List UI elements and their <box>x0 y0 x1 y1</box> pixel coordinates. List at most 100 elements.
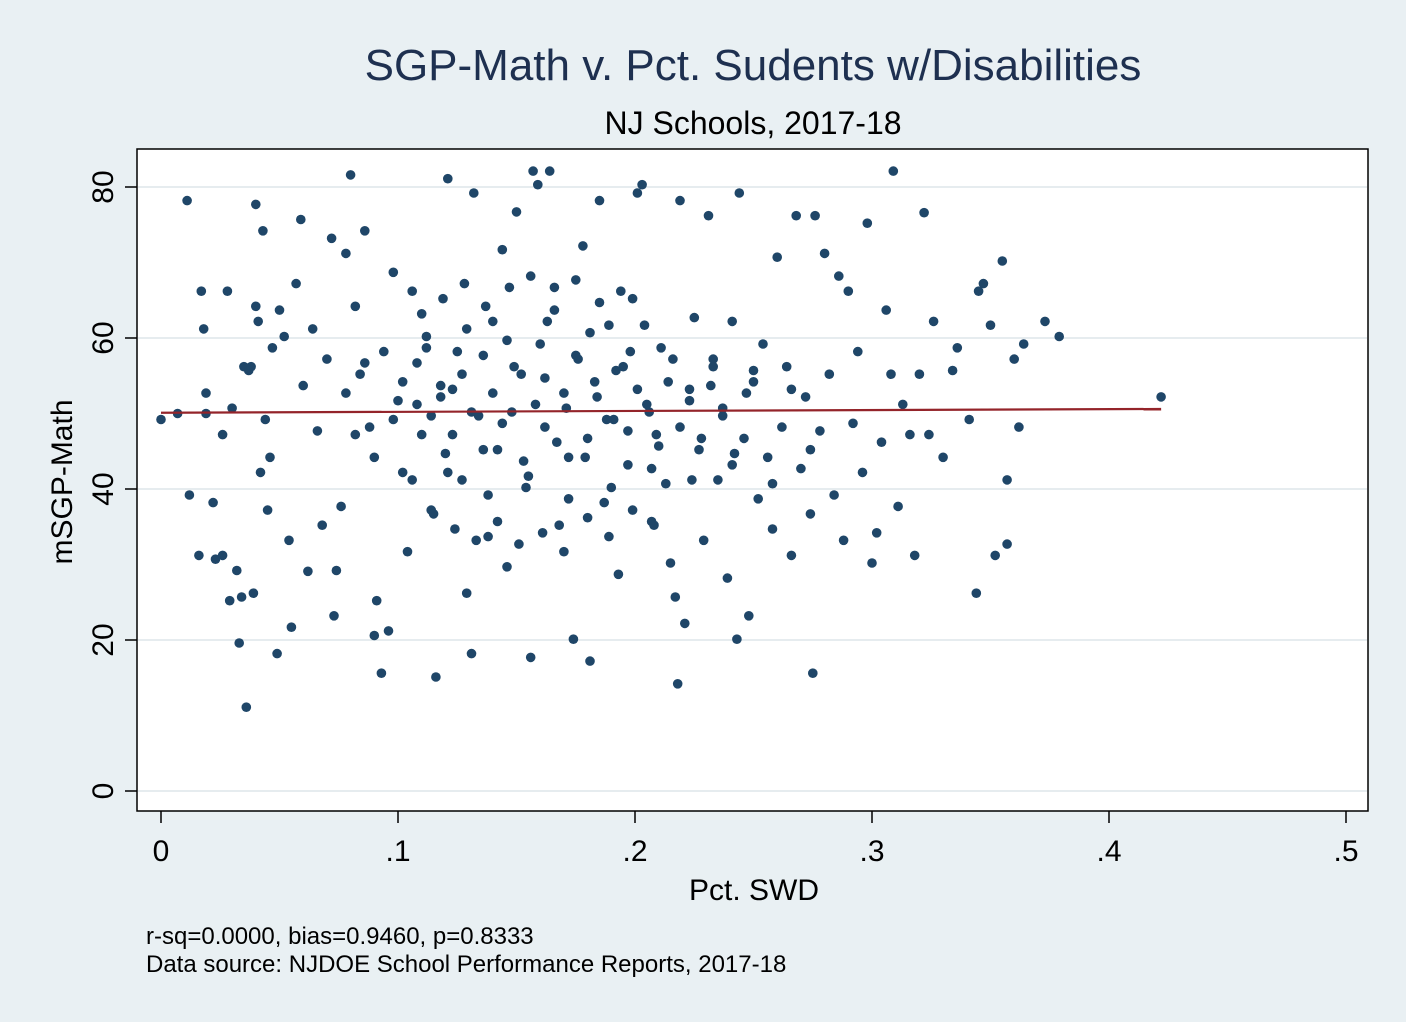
data-point <box>450 524 460 534</box>
data-point <box>741 388 752 398</box>
data-point <box>568 634 579 644</box>
data-point <box>483 490 493 500</box>
data-point <box>867 558 877 568</box>
data-point <box>729 448 740 459</box>
data-point <box>805 444 816 455</box>
data-point <box>262 505 273 515</box>
data-point <box>781 361 792 372</box>
data-point <box>608 414 619 425</box>
data-point <box>670 592 681 602</box>
data-point <box>919 207 929 218</box>
data-point <box>284 535 294 546</box>
data-point <box>274 305 285 315</box>
data-point <box>689 312 700 323</box>
data-point <box>198 324 209 334</box>
data-point <box>675 195 685 206</box>
data-point <box>443 467 453 478</box>
data-point <box>649 520 659 530</box>
data-point <box>843 286 854 297</box>
data-point <box>248 588 259 598</box>
data-point <box>727 460 737 470</box>
data-point <box>234 638 244 648</box>
data-point <box>253 316 263 327</box>
data-point <box>739 433 749 444</box>
data-point <box>786 384 797 395</box>
data-point <box>224 595 235 606</box>
data-point <box>350 301 361 312</box>
data-point <box>985 320 996 331</box>
data-point <box>540 422 550 432</box>
data-point <box>563 452 574 463</box>
data-point <box>504 282 515 293</box>
data-point <box>379 346 389 357</box>
data-point <box>698 535 709 546</box>
data-point <box>616 286 626 297</box>
data-point <box>748 377 759 387</box>
data-point <box>582 512 593 523</box>
data-point <box>291 278 301 289</box>
data-point <box>672 679 683 689</box>
data-point <box>767 478 778 489</box>
data-point <box>246 361 256 372</box>
data-point <box>307 324 318 334</box>
data-point <box>452 346 463 357</box>
data-point <box>639 320 650 331</box>
data-point <box>537 528 548 538</box>
data-point <box>592 392 602 402</box>
data-point <box>336 501 346 512</box>
data-point <box>665 558 676 568</box>
data-point <box>260 414 271 425</box>
data-point <box>594 297 605 308</box>
data-point <box>580 452 590 463</box>
data-point <box>585 327 595 338</box>
data-point <box>426 411 437 421</box>
data-point <box>675 422 685 432</box>
data-point <box>184 490 195 500</box>
x-tick-label: .5 <box>1333 835 1358 868</box>
data-point <box>924 429 934 440</box>
data-point <box>973 286 984 297</box>
x-tick-label: 0 <box>153 835 170 868</box>
data-point <box>637 179 647 190</box>
data-point <box>762 452 773 463</box>
chart-subtitle: NJ Schools, 2017-18 <box>604 105 901 141</box>
data-point <box>1054 331 1064 342</box>
data-point <box>824 369 835 380</box>
data-point <box>469 188 479 198</box>
data-point <box>523 471 534 482</box>
data-point <box>680 618 690 629</box>
data-point <box>443 173 453 184</box>
data-point <box>753 494 763 504</box>
data-point <box>656 343 666 353</box>
data-point <box>791 210 801 221</box>
data-point <box>251 301 261 312</box>
data-point <box>862 218 873 228</box>
chart-title: SGP-Math v. Pct. Sudents w/Disabilities <box>365 41 1142 90</box>
data-point <box>371 595 382 606</box>
data-point <box>978 278 989 289</box>
data-point <box>838 535 849 546</box>
data-point <box>329 611 339 621</box>
data-point <box>416 429 427 440</box>
data-point <box>589 377 600 387</box>
data-point <box>369 630 380 641</box>
data-point <box>440 448 451 459</box>
data-point <box>848 418 858 429</box>
data-point <box>447 384 458 395</box>
data-point <box>777 422 787 432</box>
data-point <box>578 241 588 251</box>
data-point <box>196 286 207 297</box>
data-point <box>708 354 718 364</box>
data-point <box>317 520 328 530</box>
x-tick-label: .2 <box>622 835 647 868</box>
data-point <box>182 195 192 206</box>
x-tick-label: .4 <box>1096 835 1121 868</box>
data-point <box>322 354 332 364</box>
data-point <box>623 426 633 436</box>
data-point <box>1014 422 1024 432</box>
data-point <box>533 179 543 190</box>
data-point <box>217 429 228 440</box>
data-point <box>388 267 399 278</box>
y-tick-label: 80 <box>87 170 120 203</box>
